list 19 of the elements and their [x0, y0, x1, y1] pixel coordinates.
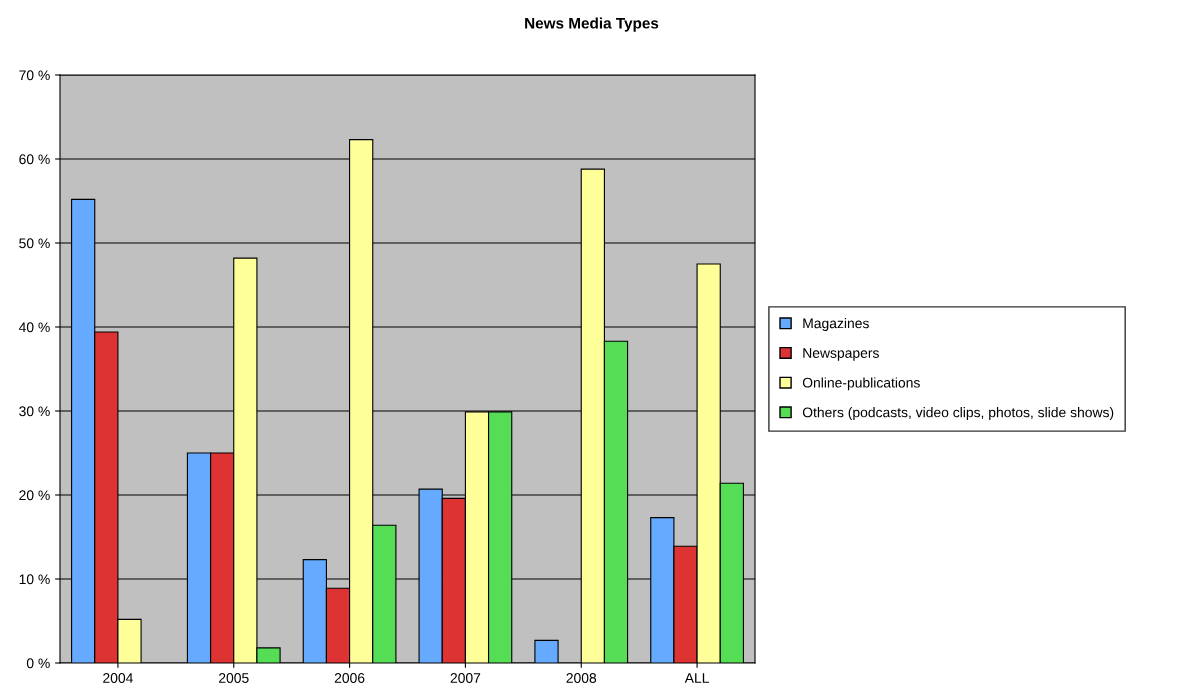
y-tick-label: 0 %: [26, 658, 50, 669]
chart-title: News Media Types: [525, 17, 659, 32]
y-tick-label: 40 %: [18, 322, 50, 333]
x-tick-label: 2006: [334, 673, 365, 683]
y-tick-label: 20 %: [19, 490, 50, 501]
legend-label: Magazines: [803, 318, 869, 331]
x-tick-label: ALL: [684, 673, 709, 683]
x-tick-label: 2008: [566, 673, 597, 683]
y-tick-label: 50 %: [19, 238, 50, 249]
x-tick-label: 2004: [103, 673, 133, 683]
y-tick-label: 30 %: [19, 406, 50, 417]
x-tick-label: 2007: [450, 673, 481, 683]
legend-label: Others (podcasts, video clips, photos, slide shows): [802, 407, 1114, 421]
y-tick-label: 60 %: [19, 154, 50, 165]
legend-label: Newspapers: [803, 348, 879, 361]
y-tick-label: 70 %: [19, 70, 50, 81]
legend-label: Online-publications: [802, 377, 920, 391]
y-tick-label: 10 %: [19, 574, 50, 585]
x-tick-label: 2005: [219, 673, 249, 683]
